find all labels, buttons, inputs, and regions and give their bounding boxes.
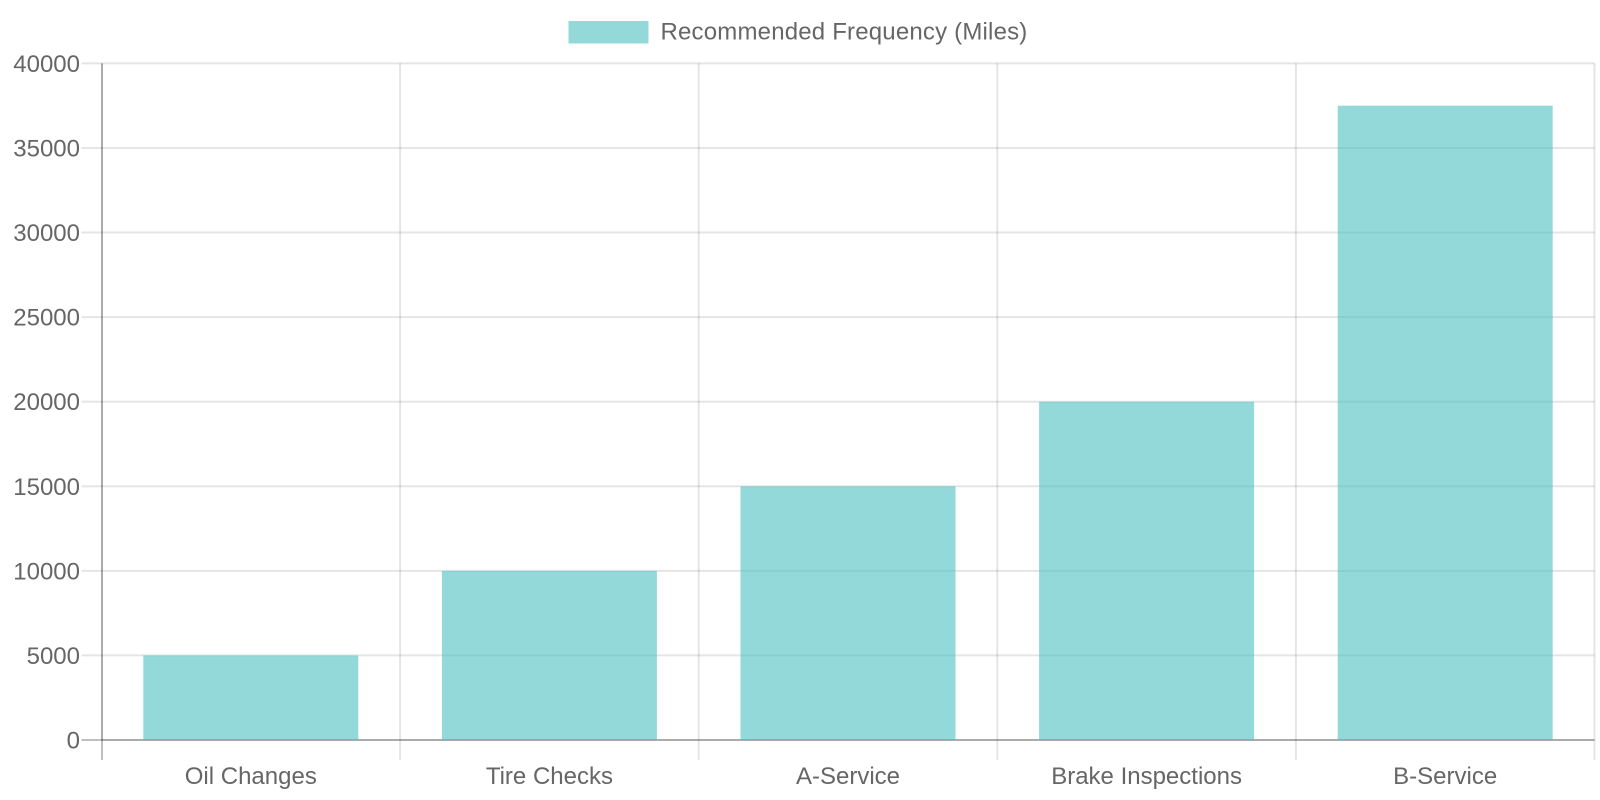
- svg-text:15000: 15000: [13, 474, 80, 501]
- svg-text:Tire Checks: Tire Checks: [486, 763, 613, 790]
- svg-text:Recommended Frequency (Miles): Recommended Frequency (Miles): [661, 19, 1028, 46]
- svg-text:0: 0: [67, 728, 80, 755]
- svg-text:Oil Changes: Oil Changes: [185, 763, 317, 790]
- svg-text:A-Service: A-Service: [796, 763, 900, 790]
- svg-text:5000: 5000: [27, 643, 80, 670]
- svg-text:35000: 35000: [13, 136, 80, 163]
- svg-text:30000: 30000: [13, 220, 80, 247]
- svg-text:Brake Inspections: Brake Inspections: [1051, 763, 1242, 790]
- svg-text:20000: 20000: [13, 389, 80, 416]
- svg-text:B-Service: B-Service: [1393, 763, 1497, 790]
- svg-text:25000: 25000: [13, 305, 80, 332]
- svg-text:10000: 10000: [13, 558, 80, 585]
- svg-text:40000: 40000: [13, 51, 80, 78]
